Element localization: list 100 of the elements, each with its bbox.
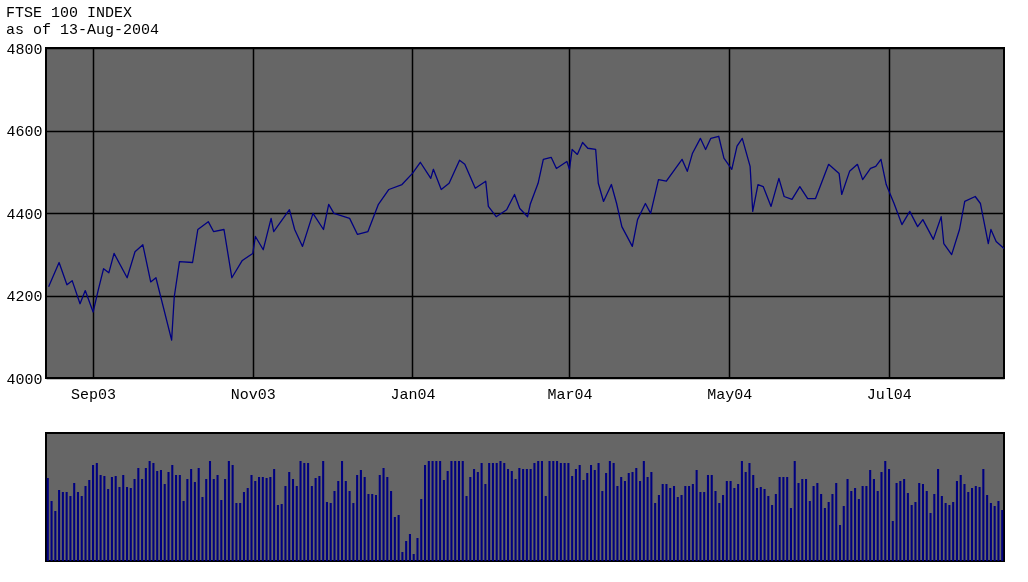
bar xyxy=(129,488,132,561)
bar xyxy=(623,481,627,561)
bar xyxy=(608,461,611,561)
bar xyxy=(193,482,196,561)
bar xyxy=(914,502,917,561)
bar xyxy=(639,481,642,561)
bar xyxy=(970,488,974,561)
bar xyxy=(737,484,740,561)
bar xyxy=(650,472,653,561)
bar xyxy=(952,502,955,561)
bar xyxy=(1001,510,1004,561)
bar xyxy=(405,541,408,561)
bar xyxy=(921,484,925,561)
bar xyxy=(61,492,64,561)
bar xyxy=(695,470,698,561)
bar xyxy=(642,461,645,561)
bar xyxy=(955,481,958,561)
bar xyxy=(654,503,657,561)
bar xyxy=(812,486,815,561)
bar xyxy=(869,470,872,561)
bar xyxy=(261,477,264,561)
x-tick-label: Mar04 xyxy=(547,386,593,404)
bar xyxy=(691,484,694,561)
bar xyxy=(974,486,977,561)
bar xyxy=(522,469,525,561)
x-tick-label: Sep03 xyxy=(71,386,117,404)
bar xyxy=(835,483,838,561)
bar xyxy=(597,463,600,561)
bar xyxy=(997,501,1000,561)
bar xyxy=(540,461,544,561)
bar xyxy=(688,486,691,561)
bar xyxy=(337,481,340,561)
bar xyxy=(491,463,494,561)
bar xyxy=(872,479,875,561)
bar xyxy=(669,488,672,561)
bar xyxy=(107,489,110,561)
bar xyxy=(273,469,276,561)
bar xyxy=(325,502,328,561)
x-tick-label: May04 xyxy=(707,386,753,404)
x-tick-label: Jan04 xyxy=(390,386,436,404)
bar xyxy=(506,469,510,561)
bar xyxy=(899,481,902,561)
bar xyxy=(586,473,589,561)
bar xyxy=(450,461,453,561)
bar xyxy=(76,492,80,561)
bar xyxy=(801,479,804,561)
bar xyxy=(58,490,61,561)
bar xyxy=(310,486,313,561)
bar xyxy=(359,470,362,561)
bar xyxy=(635,468,638,561)
bar xyxy=(865,486,868,561)
bar xyxy=(216,475,219,561)
bar xyxy=(763,489,766,561)
bar xyxy=(740,461,743,561)
bar xyxy=(231,465,234,561)
bar xyxy=(95,463,98,561)
bar xyxy=(906,493,909,561)
bar xyxy=(65,492,68,561)
bar xyxy=(92,465,95,561)
bar xyxy=(755,488,759,561)
bar xyxy=(382,468,385,561)
bar xyxy=(457,461,461,561)
bar xyxy=(265,478,268,561)
bar xyxy=(476,472,479,561)
bar xyxy=(103,476,106,561)
bar xyxy=(578,465,581,561)
bar xyxy=(125,487,129,561)
bar xyxy=(605,473,608,561)
bar xyxy=(374,495,378,561)
bar xyxy=(356,475,359,561)
bar xyxy=(454,461,457,561)
bar xyxy=(937,469,940,561)
bar xyxy=(488,463,491,561)
bar xyxy=(227,461,230,561)
bar xyxy=(589,465,593,561)
y-tick-label: 4800 xyxy=(6,41,43,59)
bar xyxy=(427,461,430,561)
bar xyxy=(397,515,400,561)
bar xyxy=(212,479,215,561)
bar xyxy=(288,472,291,561)
bar xyxy=(933,494,936,561)
line-series xyxy=(47,135,1005,341)
bar xyxy=(393,517,396,561)
y-tick-label: 4200 xyxy=(6,289,43,306)
bar xyxy=(944,503,947,561)
bar xyxy=(50,501,53,561)
bar xyxy=(774,494,777,561)
bar xyxy=(725,481,728,561)
bar xyxy=(888,469,891,561)
bar xyxy=(820,494,823,561)
bar xyxy=(986,495,989,561)
bar xyxy=(295,486,298,561)
bar xyxy=(567,463,570,561)
bar xyxy=(344,481,347,561)
bar xyxy=(186,479,189,561)
bar xyxy=(276,505,279,561)
bar xyxy=(729,481,732,561)
bar xyxy=(46,478,49,561)
bar xyxy=(242,492,245,561)
bar xyxy=(563,463,566,561)
